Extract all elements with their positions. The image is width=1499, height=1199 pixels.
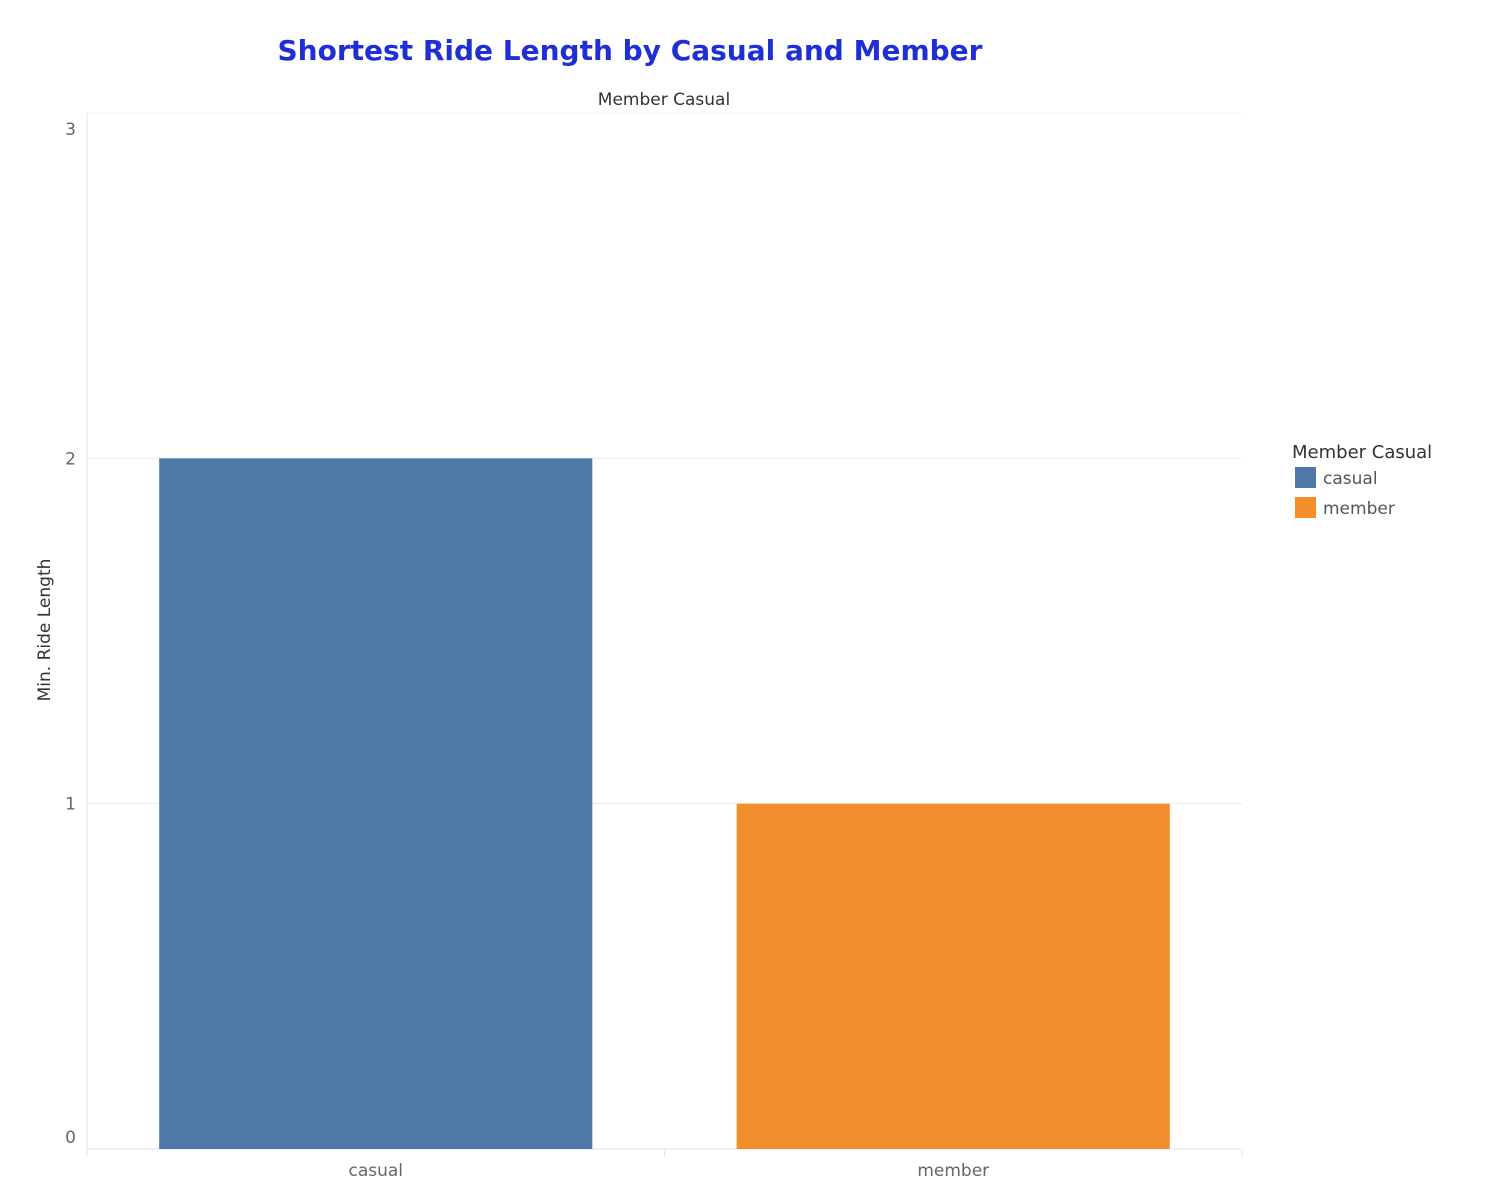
legend-entries: casual member (1295, 467, 1395, 519)
y-tick-label: 3 (65, 120, 76, 140)
x-axis-ticks: casual member (86, 1149, 1243, 1181)
bar-casual (159, 458, 593, 1149)
x-tick-label: casual (348, 1161, 403, 1181)
y-tick-label: 1 (65, 795, 76, 815)
legend-swatch-member (1295, 497, 1316, 518)
chart-title: Shortest Ride Length by Casual and Membe… (278, 34, 983, 67)
y-tick-label: 2 (65, 449, 76, 469)
legend-title: Member Casual (1292, 442, 1432, 463)
y-tick-label: 0 (65, 1128, 76, 1148)
column-header: Member Casual (598, 90, 730, 110)
x-tick-label: member (917, 1161, 989, 1181)
bars (159, 458, 1170, 1149)
bar-member (736, 803, 1170, 1149)
y-axis-ticks: 0 1 2 3 (65, 120, 76, 1148)
y-axis-label: Min. Ride Length (35, 559, 55, 702)
legend-label-casual: casual (1323, 469, 1378, 489)
legend-swatch-casual (1295, 467, 1316, 488)
legend-label-member: member (1323, 499, 1395, 519)
legend: Member Casual casual member (1292, 442, 1432, 519)
